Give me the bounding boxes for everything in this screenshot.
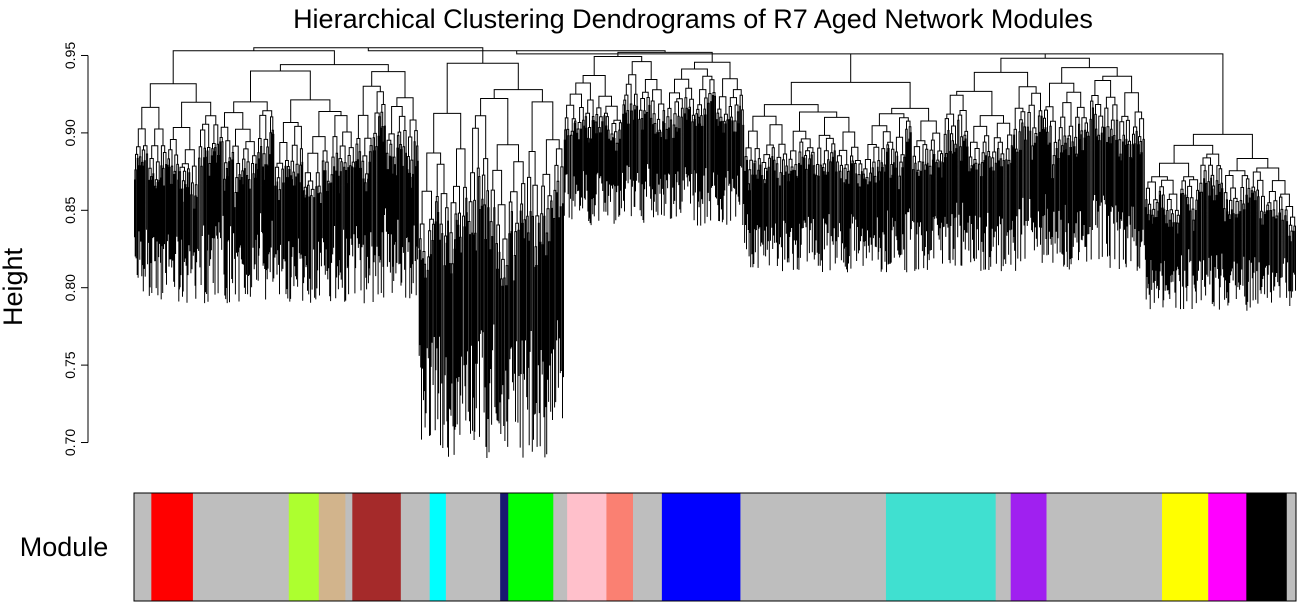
module-color-bar <box>133 492 1297 602</box>
module-color-segment <box>1162 493 1209 601</box>
y-tick-label: 0.75 <box>62 351 78 378</box>
dendrogram-branches <box>134 47 1296 458</box>
module-color-segment <box>740 493 887 601</box>
module-row-label: Module <box>20 532 109 562</box>
module-color-segment <box>606 493 634 601</box>
module-color-segment <box>1010 493 1047 601</box>
module-color-segment <box>1286 493 1297 601</box>
module-color-segment <box>508 493 554 601</box>
module-color-segment <box>995 493 1012 601</box>
module-bar-border <box>133 492 1297 602</box>
module-color-segment <box>567 493 607 601</box>
module-color-segment <box>1046 493 1163 601</box>
module-color-segment <box>288 493 320 601</box>
module-color-segment <box>429 493 447 601</box>
chart-title: Hierarchical Clustering Dendrograms of R… <box>293 4 1093 34</box>
module-color-segment <box>632 493 663 601</box>
module-color-segment <box>192 493 290 601</box>
module-color-segment <box>445 493 501 601</box>
module-color-segment <box>885 493 997 601</box>
module-color-segment <box>1246 493 1288 601</box>
dendrogram-tree <box>134 47 1296 458</box>
y-tick-label: 0.70 <box>62 429 78 456</box>
module-color-segment <box>352 493 402 601</box>
y-tick-label: 0.95 <box>62 42 78 69</box>
module-color-segment <box>661 493 741 601</box>
module-color-segment <box>318 493 346 601</box>
module-color-segment <box>1208 493 1247 601</box>
module-color-segment <box>500 493 509 601</box>
y-tick-label: 0.85 <box>62 196 78 223</box>
module-color-segment <box>553 493 568 601</box>
module-color-segment <box>400 493 431 601</box>
y-axis: 0.70 0.75 0.80 0.85 0.90 0.95 <box>62 42 89 456</box>
y-axis-label: Height <box>0 247 28 326</box>
y-tick-label: 0.80 <box>62 274 78 301</box>
y-tick-label: 0.90 <box>62 119 78 146</box>
module-color-segment <box>345 493 353 601</box>
module-color-segment <box>151 493 194 601</box>
module-color-segment <box>134 493 152 601</box>
